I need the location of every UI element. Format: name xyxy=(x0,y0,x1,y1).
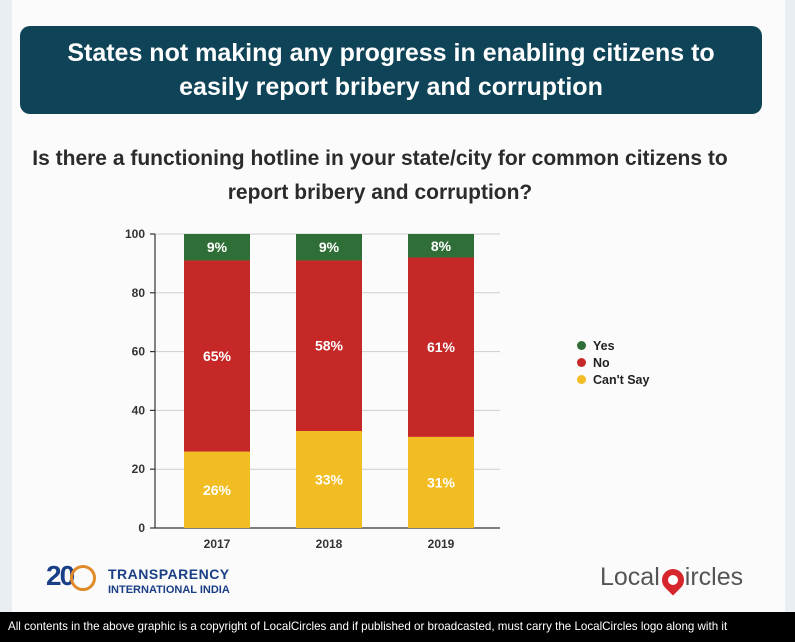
ti-anniversary-mark: 20 xyxy=(40,560,98,602)
copyright-footer: All contents in the above graphic is a c… xyxy=(0,612,795,642)
data-label: 8% xyxy=(431,238,452,254)
bar-segment xyxy=(184,234,250,261)
x-tick-label: 2017 xyxy=(204,537,231,551)
bar-segment xyxy=(296,260,362,431)
data-label: 65% xyxy=(203,348,232,364)
bar-segment xyxy=(184,451,250,528)
data-label: 61% xyxy=(427,339,456,355)
chart-legend: Yes No Can't Say xyxy=(577,337,649,388)
bar-segment xyxy=(408,436,474,528)
bar-segment xyxy=(184,260,250,452)
legend-item: Can't Say xyxy=(577,371,649,388)
bar-segment xyxy=(296,234,362,261)
legend-swatch xyxy=(577,375,586,384)
title-banner: States not making any progress in enabli… xyxy=(20,26,762,114)
legend-swatch xyxy=(577,341,586,350)
x-tick-label: 2019 xyxy=(428,537,455,551)
y-tick-label: 0 xyxy=(138,521,145,535)
y-tick-label: 40 xyxy=(132,403,146,417)
location-pin-icon xyxy=(657,563,689,596)
legend-label: Yes xyxy=(593,338,615,353)
data-label: 31% xyxy=(427,474,456,490)
ti-name-line1: TRANSPARENCY xyxy=(108,566,230,582)
chart-question: Is there a functioning hotline in your s… xyxy=(32,147,728,204)
legend-label: Can't Say xyxy=(593,372,650,387)
y-tick-label: 60 xyxy=(132,345,146,359)
transparency-international-logo: 20 TRANSPARENCY INTERNATIONAL INDIA xyxy=(40,560,230,602)
data-label: 9% xyxy=(319,239,340,255)
x-tick-label: 2018 xyxy=(316,537,343,551)
stacked-bar-chart: 0 20 40 60 80 100 26% 65% 9% 2017 33% 58% 9% 2018 31% 6… xyxy=(125,227,500,551)
data-label: 9% xyxy=(207,239,228,255)
legend-label: No xyxy=(593,355,610,370)
legend-item: Yes xyxy=(577,337,649,354)
data-label: 33% xyxy=(315,471,344,487)
ti-name-line2: INTERNATIONAL INDIA xyxy=(108,584,230,596)
banner-title: States not making any progress in enabli… xyxy=(67,39,715,101)
legend-swatch xyxy=(577,358,586,367)
bar-segment xyxy=(408,234,474,258)
y-tick-label: 100 xyxy=(125,227,145,241)
localcircles-logo: Local ircles xyxy=(600,563,744,596)
y-tick-label: 80 xyxy=(132,286,146,300)
lc-text-right: ircles xyxy=(684,563,744,591)
bar-segment xyxy=(408,257,474,437)
legend-item: No xyxy=(577,354,649,371)
data-label: 58% xyxy=(315,338,344,354)
bar-segment xyxy=(296,430,362,528)
ti-ring-icon xyxy=(70,565,96,591)
y-tick-label: 20 xyxy=(132,462,146,476)
data-label: 26% xyxy=(203,482,232,498)
lc-text-left: Local xyxy=(600,563,660,591)
